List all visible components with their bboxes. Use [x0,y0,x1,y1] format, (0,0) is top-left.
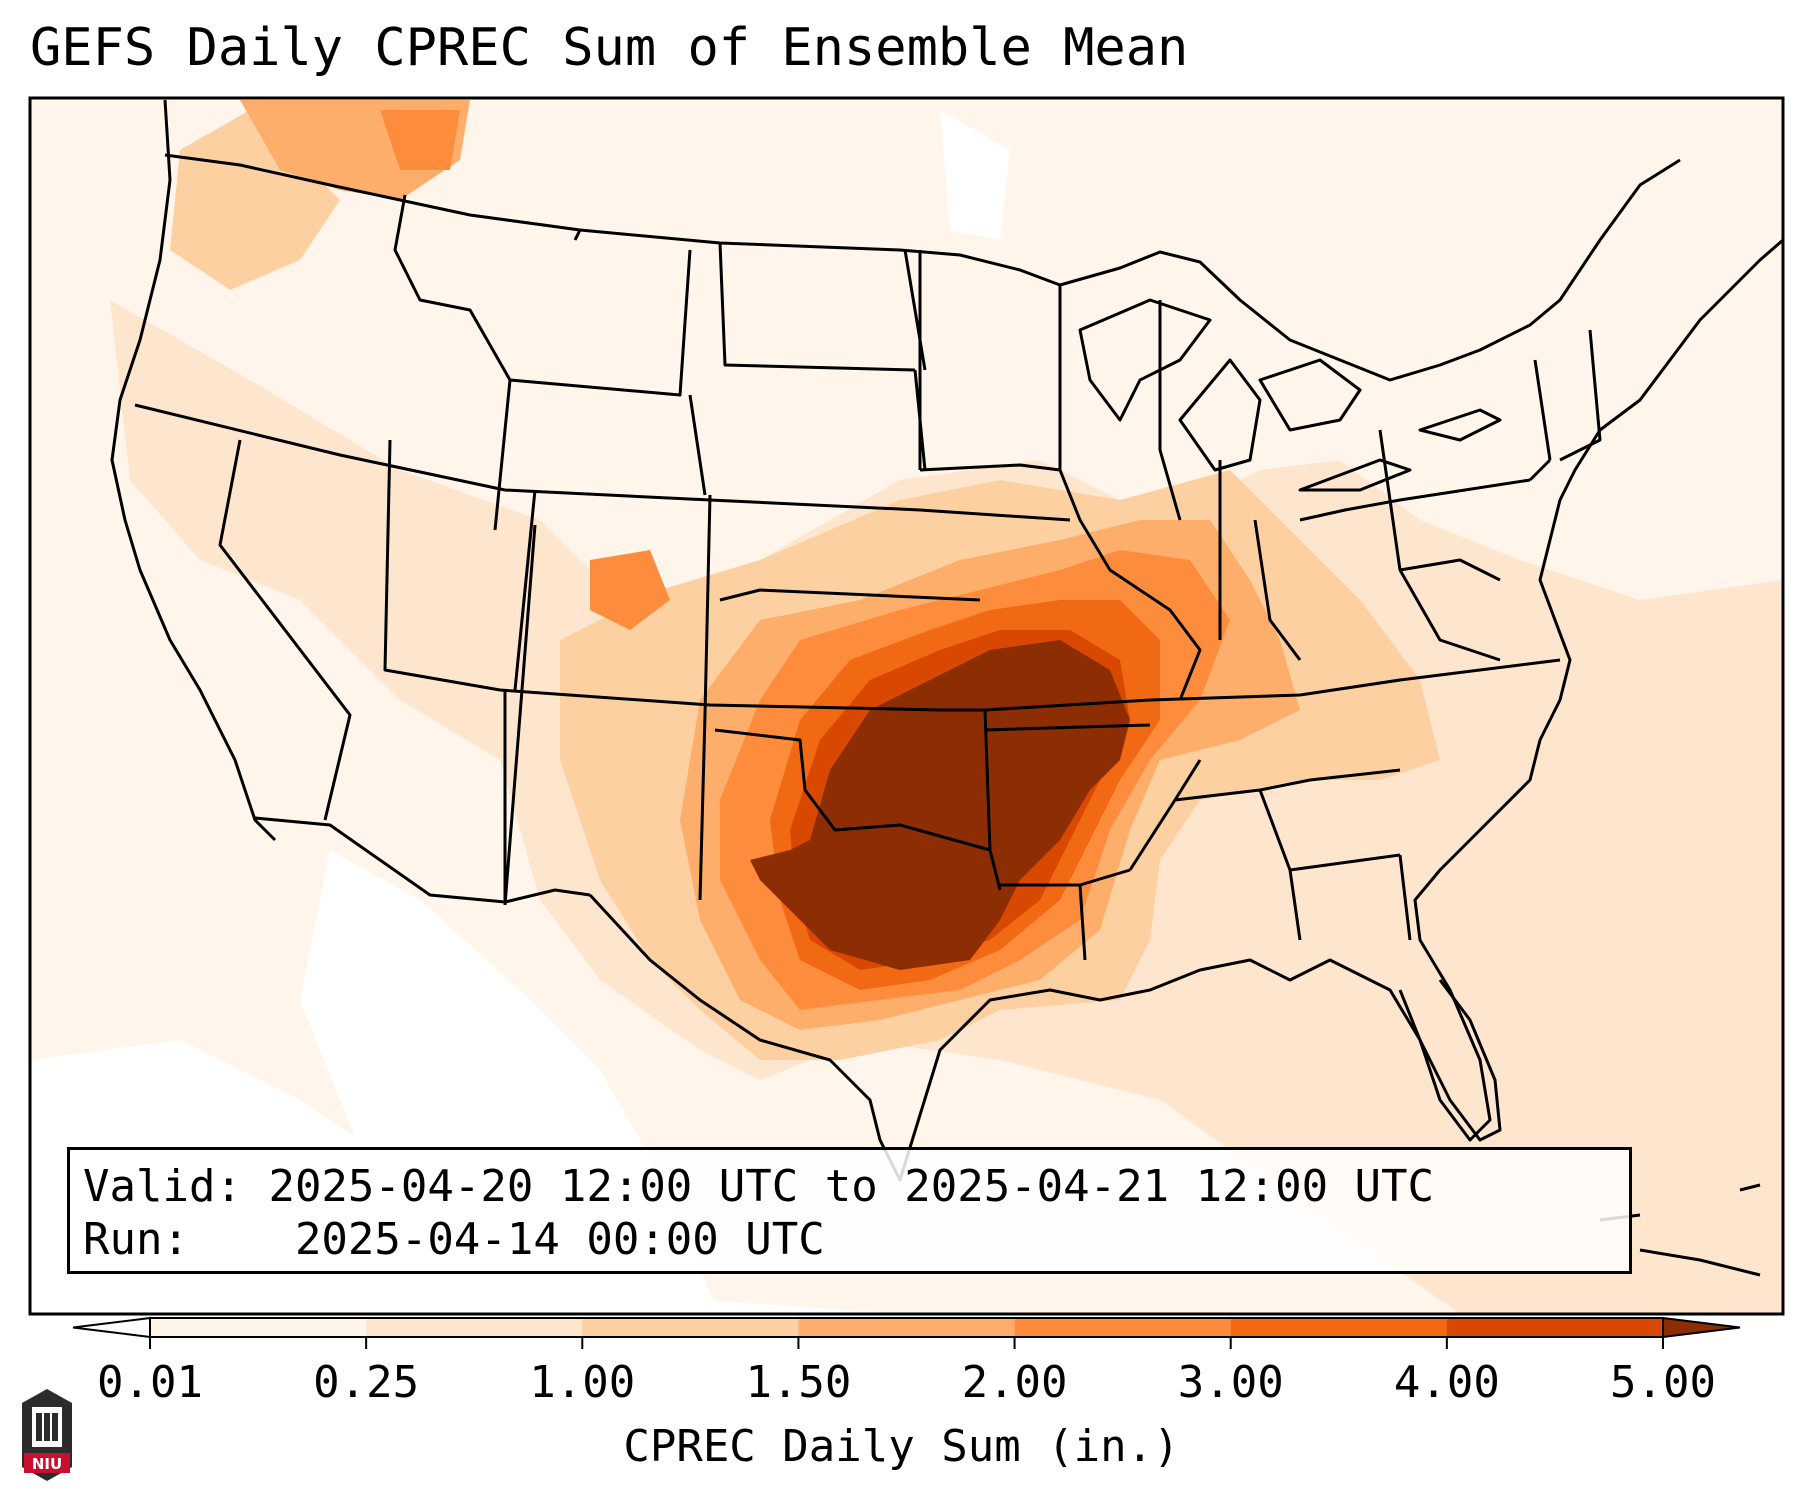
valid-line: Valid: 2025-04-20 12:00 UTC to 2025-04-2… [83,1162,1434,1212]
precip-level-2 [170,110,340,290]
us-gulf-coast [588,739,1542,1182]
run-value: 2025-04-14 00:00 UTC [294,1214,825,1265]
precip-level-0 [940,110,1010,240]
colorbar-tick-label: 1.50 [745,1357,852,1408]
colorbar-segment [582,1318,799,1337]
niu-logo-text: NIU [32,1455,62,1473]
valid-value: 2025-04-20 12:00 UTC to 2025-04-21 12:00… [268,1161,1435,1212]
colorbar-tick-label: 5.00 [1610,1357,1716,1408]
colorbar-frame [149,1317,1664,1338]
colorbar-tick-label: 1.00 [529,1357,636,1408]
us-west-coast [110,99,277,842]
colorbar-segment [1230,1318,1448,1337]
florida [1398,979,1502,1142]
colorbar [72,1316,1741,1349]
run-line: Run: 2025-04-14 00:00 UTC [83,1215,825,1265]
colorbar-label: CPREC Daily Sum (in.) [623,1421,1180,1472]
niu-logo: NIU [22,1389,72,1481]
great-lakes [1078,298,1502,492]
precip-level-4 [590,550,670,630]
colorbar-under-arrow [72,1316,151,1339]
map-frame [28,96,1785,1316]
mexico-border [254,816,591,904]
colorbar-segment [366,1318,583,1337]
colorbar-segment [798,1318,1016,1337]
us-east-coast [1538,238,1783,741]
colorbar-over-arrow [1662,1316,1741,1339]
state-borders [134,194,1602,961]
colorbar-segment [150,1318,367,1337]
colorbar-tick-label: 4.00 [1393,1357,1500,1408]
colorbar-tick-label: 0.01 [97,1357,203,1408]
canada-border [164,153,1681,382]
run-label: Run: [83,1214,189,1265]
colorbar-segment [1446,1318,1664,1337]
colorbar-segment [1014,1318,1232,1337]
precip-level-4 [380,110,460,170]
colorbar-tick-label: 3.00 [1177,1357,1284,1408]
valid-label: Valid: [83,1161,242,1212]
precip-level-7 [750,640,1130,970]
colorbar-tick-label: 0.25 [313,1357,420,1408]
map-title: GEFS Daily CPREC Sum of Ensemble Mean [30,18,1189,78]
valid-info-box: Valid: 2025-04-20 12:00 UTC to 2025-04-2… [67,1147,1632,1274]
colorbar-tick-label: 2.00 [961,1357,1068,1408]
